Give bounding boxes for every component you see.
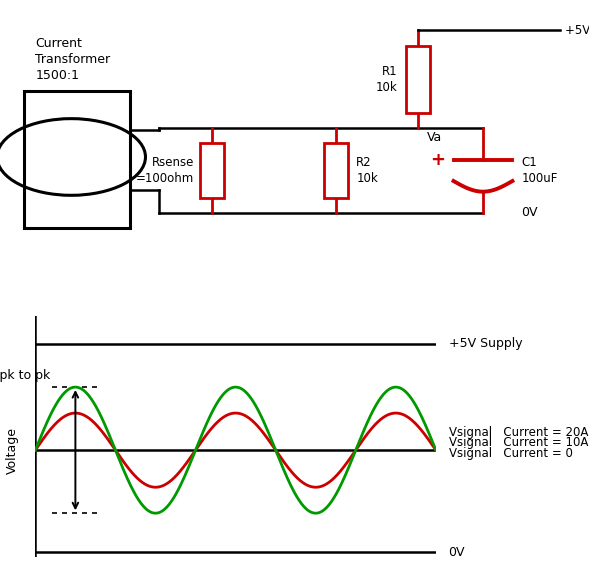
Text: 0V: 0V: [448, 546, 465, 559]
Text: Voltage: Voltage: [6, 426, 19, 474]
Text: 0V: 0V: [521, 207, 538, 219]
Bar: [406, 46, 430, 113]
Text: Vsignal   Current = 10A: Vsignal Current = 10A: [448, 436, 588, 449]
Bar: [24, 91, 130, 228]
Text: Vsignal   Current = 20A: Vsignal Current = 20A: [448, 426, 588, 439]
Text: Current
Transformer
1500:1: Current Transformer 1500:1: [35, 37, 111, 82]
Text: Rsense
=100ohm: Rsense =100ohm: [136, 156, 194, 185]
Bar: [200, 143, 224, 198]
Text: R1
10k: R1 10k: [376, 65, 398, 94]
Text: Va: Va: [427, 131, 442, 144]
Bar: [324, 143, 348, 198]
Text: Vpk to pk: Vpk to pk: [0, 369, 50, 382]
Text: Vsignal   Current = 0: Vsignal Current = 0: [448, 447, 573, 460]
Text: +5V supply: +5V supply: [565, 24, 589, 37]
Text: C1
100uF: C1 100uF: [521, 156, 558, 185]
Text: +: +: [430, 151, 445, 169]
Text: +5V Supply: +5V Supply: [448, 337, 522, 350]
Text: R2
10k: R2 10k: [356, 156, 378, 185]
